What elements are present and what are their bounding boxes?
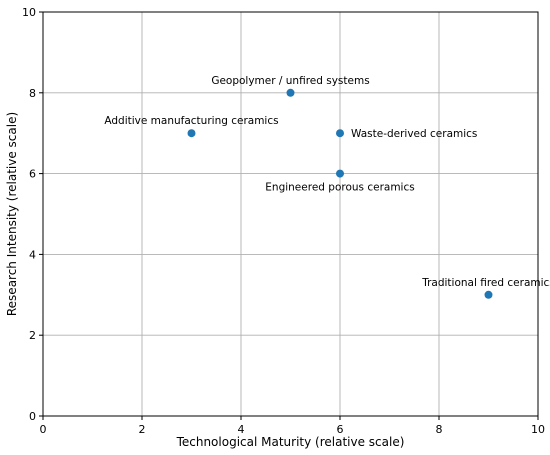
y-tick-label: 6	[29, 168, 36, 181]
y-tick-label: 8	[29, 87, 36, 100]
y-tick-label: 10	[22, 6, 36, 19]
x-tick-label: 6	[337, 423, 344, 436]
point-label: Additive manufacturing ceramics	[104, 115, 278, 127]
y-tick-label: 0	[29, 410, 36, 423]
x-tick-label: 0	[40, 423, 47, 436]
y-tick-label: 4	[29, 248, 36, 261]
point-label: Waste-derived ceramics	[351, 128, 477, 140]
x-tick-label: 2	[139, 423, 146, 436]
axis-ticks: 0 2 4 6 8 10 0 2 4 6 8 10	[22, 6, 545, 436]
y-axis-label: Research Intensity (relative scale)	[5, 112, 19, 316]
plot-frame	[42, 11, 539, 417]
x-tick-label: 4	[238, 423, 245, 436]
data-point	[286, 88, 295, 97]
point-label: Engineered porous ceramics	[265, 182, 414, 194]
data-point	[336, 129, 344, 138]
data-points: Additive manufacturing ceramics Geopolyme…	[104, 75, 550, 299]
x-tick-label: 8	[436, 423, 443, 436]
point-label: Traditional fired ceramics	[421, 277, 550, 289]
point-label: Geopolymer / unfired systems	[211, 75, 369, 87]
grid	[42, 11, 539, 417]
data-point	[187, 129, 196, 138]
data-point	[336, 169, 344, 178]
x-axis-label: Technological Maturity (relative scale)	[176, 435, 405, 449]
y-tick-label: 2	[29, 329, 36, 342]
data-point	[484, 290, 493, 299]
x-tick-label: 10	[531, 423, 545, 436]
